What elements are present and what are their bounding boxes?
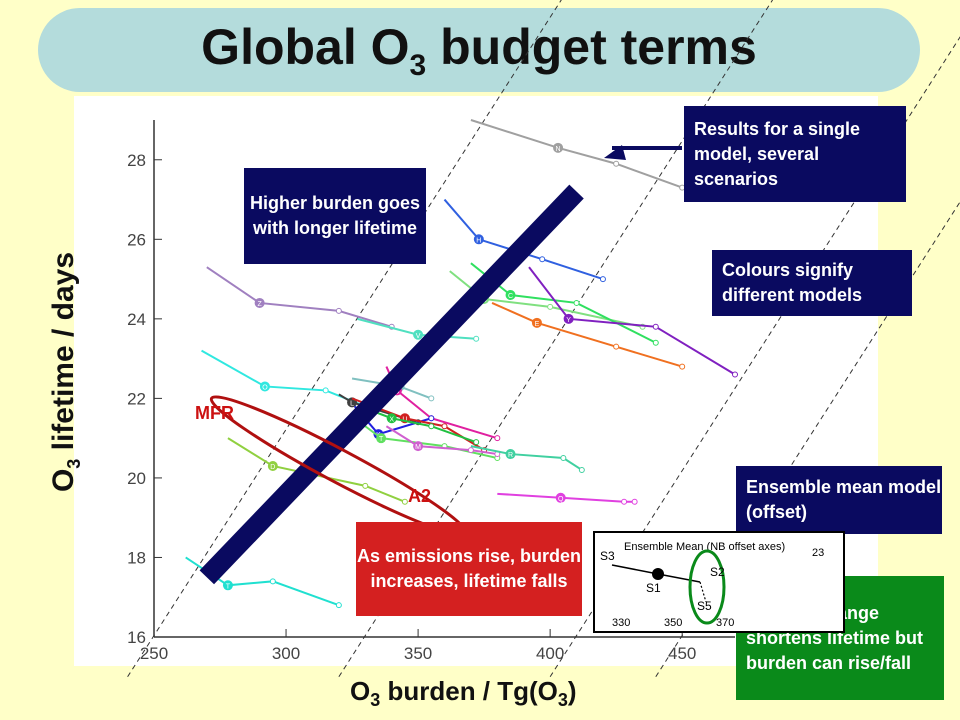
a2-label: A2	[408, 486, 432, 506]
series-9-point-3	[732, 371, 738, 378]
series-line-8	[491, 302, 683, 368]
series-18-marker	[555, 492, 566, 503]
series-5-marker-label: V	[416, 333, 421, 340]
series-4-point-2	[428, 395, 435, 402]
series-17-point-2	[560, 455, 567, 462]
series-7-point-2	[573, 299, 580, 306]
series-19-marker	[267, 460, 278, 471]
y-tick-label-1: 18	[127, 548, 146, 567]
series-9-marker-label: Y	[566, 317, 571, 324]
x-tick-label-0: 250	[140, 644, 168, 663]
series-17-point-3	[578, 466, 585, 473]
series-7-point-3	[652, 339, 659, 346]
annotation-single-model: Results for a single model, several scen…	[684, 106, 906, 202]
series-18-point-3	[631, 498, 638, 505]
series-14-marker	[386, 413, 397, 424]
series-20-point-2	[269, 578, 276, 585]
annotation-higher-burden: Higher burden goes with longer lifetime	[244, 168, 426, 264]
series-16-marker-label: M	[415, 444, 421, 451]
series-line-17	[470, 445, 583, 471]
series-2-marker-label: Z	[257, 301, 262, 308]
series-1-marker-label: H	[476, 237, 481, 244]
series-2-marker	[254, 297, 265, 308]
series-20-point-3	[335, 602, 342, 609]
series-line-16	[385, 425, 498, 456]
x-tick-label-1: 300	[272, 644, 300, 663]
series-8-marker	[531, 317, 542, 328]
series-line-9	[528, 266, 736, 376]
series-18-marker-label: Q	[558, 496, 564, 503]
series-0-marker-label: N	[556, 146, 561, 153]
series-16-marker	[413, 441, 424, 452]
series-line-18	[497, 492, 635, 503]
series-0-point-2	[613, 160, 620, 167]
annotation-ensemble: Ensemble mean model (offset)	[736, 466, 942, 534]
series-line-2	[206, 266, 392, 328]
series-3-marker	[259, 381, 270, 392]
series-5-point-2	[473, 335, 480, 342]
series-20-marker-label: T	[226, 583, 231, 590]
trend-bar	[199, 184, 584, 585]
series-18-point-2	[621, 498, 628, 505]
series-line-19	[227, 437, 406, 503]
series-line-6	[449, 270, 643, 328]
x-tick-label-4: 450	[668, 644, 696, 663]
y-tick-label-2: 20	[127, 469, 146, 488]
annotation-emissions: As emissions rise, burden increases, lif…	[356, 522, 582, 616]
y-axis-label: O3 lifetime / days	[47, 251, 84, 493]
x-tick-label-2: 350	[404, 644, 432, 663]
series-15-marker-label: T	[379, 436, 384, 443]
series-16-point-2	[467, 447, 474, 454]
slide-title: Global O3 budget terms	[201, 18, 757, 82]
series-2-point-2	[335, 307, 342, 314]
series-3-point-2	[322, 387, 329, 394]
series-8-marker-label: E	[535, 321, 540, 328]
x-tick-label-3: 400	[536, 644, 564, 663]
title-banner: Global O3 budget terms	[38, 8, 920, 92]
series-13-marker-label: U	[402, 416, 407, 423]
series-1-point-2	[539, 256, 546, 263]
series-1-marker	[473, 234, 484, 245]
series-line-0	[470, 119, 683, 189]
series-19-point-2	[362, 482, 369, 489]
series-1-point-3	[599, 276, 606, 283]
series-3-marker-label: O	[262, 384, 268, 391]
series-19-point-3	[401, 498, 408, 505]
x-axis-label: O3 burden / Tg(O3)	[350, 676, 577, 711]
mfr-label: MFR	[195, 403, 234, 423]
series-14-point-2	[428, 423, 435, 430]
series-17-marker	[505, 449, 516, 460]
series-9-point-2	[652, 323, 659, 330]
series-10-point-3	[494, 435, 501, 442]
series-11-marker-label: L	[350, 400, 354, 407]
series-14-point-3	[473, 439, 480, 446]
series-20-marker	[222, 580, 233, 591]
y-tick-label-5: 26	[127, 230, 146, 249]
series-8-point-3	[679, 363, 686, 370]
series-8-point-2	[613, 343, 620, 350]
series-17-marker-label: R	[508, 452, 513, 459]
series-6-point-2	[547, 303, 554, 310]
series-9-marker	[563, 313, 574, 324]
guide-line-0	[127, 0, 562, 678]
series-0-marker	[553, 142, 564, 153]
annotation-colours: Colours signify different models	[712, 250, 912, 316]
y-tick-label-4: 24	[127, 310, 146, 329]
series-line-14	[370, 409, 477, 444]
series-13-point-2	[441, 423, 448, 430]
annotation-climate: Climate change shortens lifetime but bur…	[736, 576, 944, 700]
series-15-marker	[376, 433, 387, 444]
series-7-marker	[505, 289, 516, 300]
series-14-marker-label: X	[389, 416, 394, 423]
series-19-marker-label: D	[270, 464, 275, 471]
y-tick-label-0: 16	[127, 628, 146, 647]
y-tick-label-6: 28	[127, 151, 146, 170]
guide-line-1	[338, 0, 774, 678]
series-5-marker	[413, 329, 424, 340]
y-tick-label-3: 22	[127, 389, 146, 408]
guide-line-2	[549, 36, 960, 678]
series-7-marker-label: C	[508, 293, 513, 300]
series-12-point-2	[428, 415, 435, 422]
